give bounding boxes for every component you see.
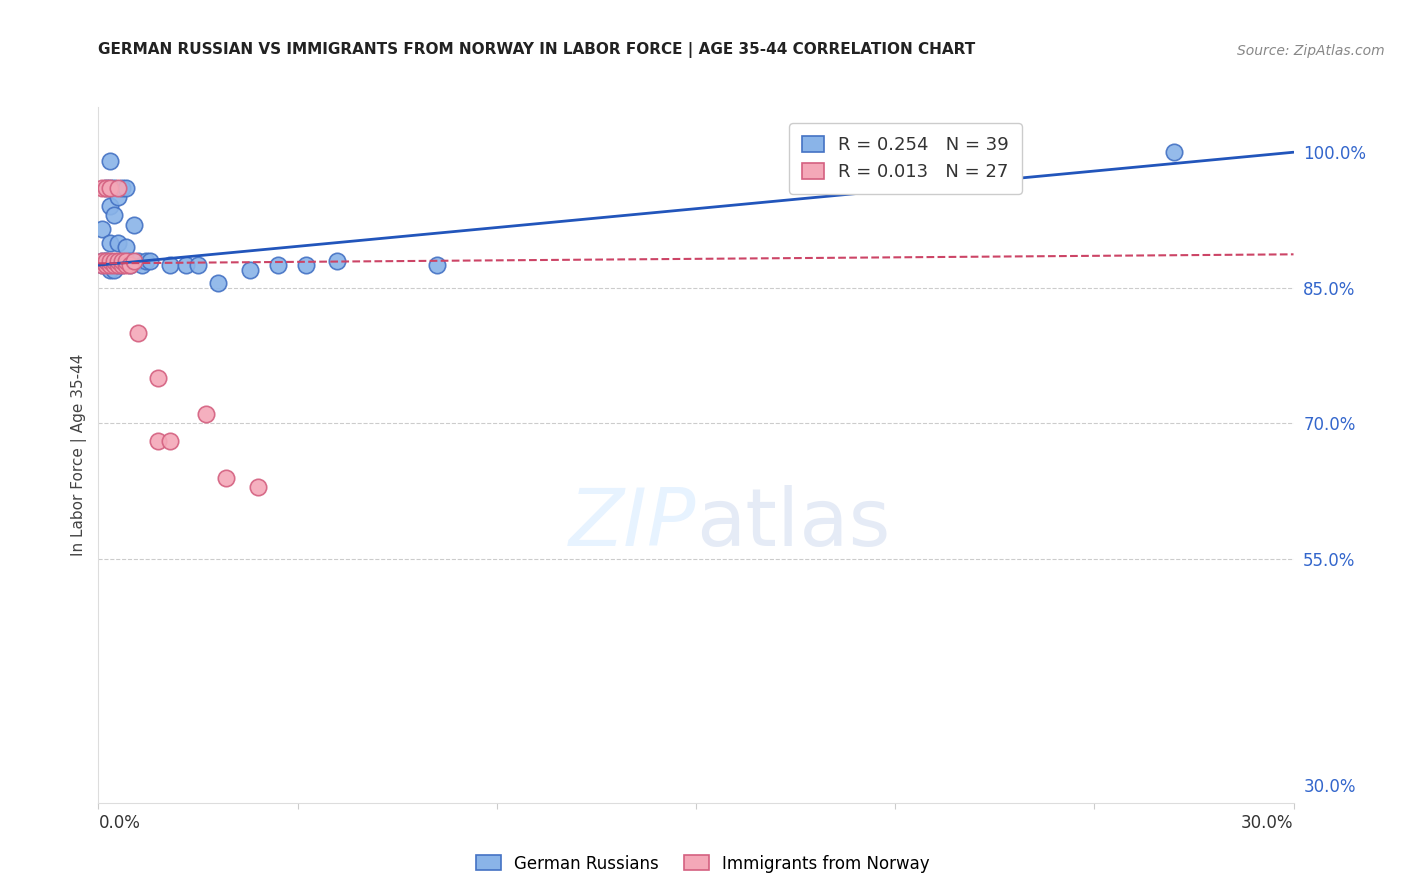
Point bbox=[120, 258, 142, 272]
Point bbox=[91, 258, 114, 272]
Point bbox=[100, 181, 122, 195]
Point bbox=[107, 258, 129, 272]
Point bbox=[1163, 145, 1185, 160]
Point bbox=[96, 253, 118, 268]
Point bbox=[115, 253, 138, 268]
Text: 0.0%: 0.0% bbox=[98, 814, 141, 831]
Point bbox=[115, 258, 138, 272]
Point bbox=[91, 222, 114, 236]
Point bbox=[135, 253, 157, 268]
Point bbox=[115, 181, 138, 195]
Point bbox=[111, 181, 134, 195]
Point bbox=[100, 258, 122, 272]
Point bbox=[91, 253, 114, 268]
Legend: German Russians, Immigrants from Norway: German Russians, Immigrants from Norway bbox=[470, 848, 936, 880]
Point bbox=[96, 181, 118, 195]
Point bbox=[115, 253, 138, 268]
Text: ZIP: ZIP bbox=[568, 485, 696, 564]
Text: atlas: atlas bbox=[696, 485, 890, 564]
Point bbox=[187, 258, 209, 272]
Point bbox=[207, 277, 229, 291]
Point bbox=[96, 258, 118, 272]
Point bbox=[107, 190, 129, 204]
Point bbox=[120, 258, 142, 272]
Point bbox=[103, 253, 125, 268]
Point bbox=[246, 479, 269, 493]
Point bbox=[139, 253, 162, 268]
Legend: R = 0.254   N = 39, R = 0.013   N = 27: R = 0.254 N = 39, R = 0.013 N = 27 bbox=[789, 123, 1022, 194]
Point bbox=[96, 253, 118, 268]
Point bbox=[107, 253, 129, 268]
Point bbox=[120, 253, 142, 268]
Point bbox=[426, 258, 449, 272]
Point bbox=[195, 407, 218, 421]
Point bbox=[107, 181, 129, 195]
Point bbox=[91, 253, 114, 268]
Point bbox=[127, 326, 149, 340]
Point bbox=[103, 258, 125, 272]
Point bbox=[174, 258, 197, 272]
Point bbox=[111, 253, 134, 268]
Point bbox=[100, 235, 122, 250]
Point bbox=[124, 218, 146, 232]
Point bbox=[107, 258, 129, 272]
Point bbox=[131, 258, 153, 272]
Point bbox=[127, 253, 149, 268]
Point bbox=[115, 240, 138, 254]
Point bbox=[103, 181, 125, 195]
Point bbox=[100, 253, 122, 268]
Point bbox=[96, 253, 118, 268]
Point bbox=[294, 258, 316, 272]
Point bbox=[148, 434, 170, 449]
Text: GERMAN RUSSIAN VS IMMIGRANTS FROM NORWAY IN LABOR FORCE | AGE 35-44 CORRELATION : GERMAN RUSSIAN VS IMMIGRANTS FROM NORWAY… bbox=[98, 42, 976, 58]
Point bbox=[100, 181, 122, 195]
Point bbox=[326, 253, 349, 268]
Point bbox=[267, 258, 290, 272]
Point bbox=[124, 253, 146, 268]
Point bbox=[103, 209, 125, 223]
Point bbox=[239, 262, 262, 277]
Point bbox=[100, 154, 122, 169]
Point bbox=[148, 371, 170, 385]
Point bbox=[111, 258, 134, 272]
Point bbox=[96, 181, 118, 195]
Point bbox=[159, 434, 181, 449]
Point bbox=[107, 235, 129, 250]
Point bbox=[91, 181, 114, 195]
Point bbox=[215, 470, 238, 484]
Point bbox=[159, 258, 181, 272]
Point bbox=[91, 258, 114, 272]
Y-axis label: In Labor Force | Age 35-44: In Labor Force | Age 35-44 bbox=[72, 354, 87, 556]
Text: 30.0%: 30.0% bbox=[1241, 814, 1294, 831]
Point bbox=[100, 262, 122, 277]
Point bbox=[100, 199, 122, 213]
Text: Source: ZipAtlas.com: Source: ZipAtlas.com bbox=[1237, 44, 1385, 58]
Point bbox=[111, 258, 134, 272]
Point bbox=[103, 262, 125, 277]
